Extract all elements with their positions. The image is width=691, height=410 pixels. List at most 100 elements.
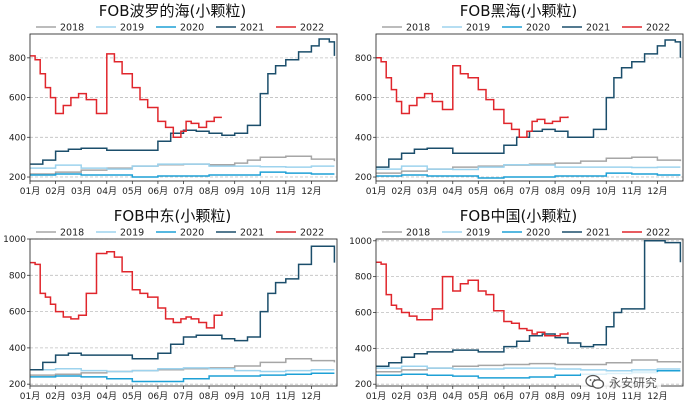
x-tick-label: 11月 [276, 186, 296, 197]
series-group [376, 39, 682, 179]
x-tick-label: 09月 [224, 391, 244, 402]
y-tick-label: 1000 [3, 235, 26, 245]
x-tick-label: 08月 [545, 391, 565, 402]
x-tick-label: 08月 [199, 186, 219, 197]
y-tick-label: 200 [355, 173, 372, 183]
watermark-text: 永安研究 [608, 375, 657, 390]
series-line-2019 [376, 163, 681, 171]
x-tick-label: 04月 [97, 391, 117, 402]
x-tick-label: 02月 [45, 391, 65, 402]
wechat-icon [585, 374, 605, 389]
x-tick-label: 01月 [366, 186, 386, 197]
legend-label-2020: 2020 [526, 23, 550, 34]
series-line-2019 [376, 365, 681, 372]
legend-label-2018: 2018 [406, 23, 430, 34]
y-tick-label: 400 [9, 344, 26, 354]
x-tick-label: 04月 [97, 186, 117, 197]
x-tick-label: 01月 [366, 391, 386, 402]
series-line-2021 [30, 38, 336, 165]
y-tick-label: 800 [9, 54, 26, 64]
y-tick-label: 600 [9, 308, 26, 318]
legend-label-2022: 2022 [646, 23, 670, 34]
x-tick-label: 10月 [250, 391, 270, 402]
x-tick-label: 04月 [443, 186, 463, 197]
x-tick-label: 03月 [71, 186, 91, 197]
y-tick-label: 400 [355, 344, 372, 354]
series-line-2022 [376, 261, 569, 337]
chart-svg: FOB中国(小颗粒) 2018 2019 2020 2021 2022 200 400 600 8… [349, 207, 684, 402]
x-tick-label: 07月 [173, 391, 193, 402]
series-group [30, 245, 336, 383]
legend: 2018 2019 2020 2021 2022 [36, 228, 324, 239]
x-tick-label: 12月 [301, 186, 321, 197]
x-tick-label: 05月 [122, 186, 142, 197]
legend: 2018 2019 2020 2021 2022 [382, 228, 670, 239]
y-tick-label: 800 [355, 54, 372, 64]
y-tick-label: 400 [355, 133, 372, 143]
x-tick-label: 02月 [391, 391, 411, 402]
legend-label-2020: 2020 [526, 228, 550, 239]
x-tick-label: 08月 [545, 186, 565, 197]
x-tick-label: 11月 [622, 186, 642, 197]
series-line-2019 [30, 367, 335, 373]
chart-panel-4: FOB中国(小颗粒) 2018 2019 2020 2021 2022 200 400 600 8… [346, 205, 691, 410]
x-tick-label: 09月 [570, 186, 590, 197]
y-tick-label: 400 [9, 133, 26, 143]
legend-label-2019: 2019 [120, 228, 144, 239]
x-tick-label: 09月 [224, 186, 244, 197]
chart-svg: FOB波罗的海(小颗粒) 2018 2019 2020 2021 2022 200 400 60… [9, 2, 338, 197]
x-tick-label: 05月 [122, 391, 142, 402]
x-tick-label: 03月 [417, 391, 437, 402]
legend-label-2021: 2021 [240, 23, 264, 34]
legend-label-2018: 2018 [60, 228, 84, 239]
legend-label-2022: 2022 [300, 23, 324, 34]
y-tick-label: 600 [9, 94, 26, 104]
x-tick-label: 06月 [494, 186, 514, 197]
x-tick-label: 01月 [20, 391, 40, 402]
legend-label-2019: 2019 [466, 23, 490, 34]
series-group [30, 38, 336, 178]
x-tick-label: 11月 [276, 391, 296, 402]
x-tick-label: 07月 [519, 186, 539, 197]
legend-label-2022: 2022 [300, 228, 324, 239]
x-tick-label: 02月 [45, 186, 65, 197]
x-tick-label: 12月 [647, 186, 667, 197]
x-tick-label: 03月 [71, 391, 91, 402]
chart-panel-2: FOB黑海(小颗粒) 2018 2019 2020 2021 2022 200 400 600 8… [346, 0, 691, 205]
y-tick-label: 200 [9, 380, 26, 390]
legend-label-2021: 2021 [240, 228, 264, 239]
chart-svg: FOB黑海(小颗粒) 2018 2019 2020 2021 2022 200 400 600 8… [355, 2, 684, 197]
series-line-2021 [376, 39, 682, 168]
x-tick-label: 07月 [173, 186, 193, 197]
legend-label-2019: 2019 [120, 23, 144, 34]
x-tick-label: 10月 [596, 391, 616, 402]
series-line-2020 [30, 372, 335, 383]
legend-label-2020: 2020 [180, 23, 204, 34]
chart-title: FOB中东(小颗粒) [114, 207, 231, 225]
x-tick-label: 03月 [417, 186, 437, 197]
x-tick-label: 12月 [301, 391, 321, 402]
legend-label-2019: 2019 [466, 228, 490, 239]
chart-title: FOB黑海(小颗粒) [460, 2, 577, 20]
chart-panel-1: FOB波罗的海(小颗粒) 2018 2019 2020 2021 2022 200 400 60… [0, 0, 345, 205]
legend-label-2018: 2018 [60, 23, 84, 34]
y-tick-label: 800 [9, 271, 26, 281]
legend-label-2021: 2021 [586, 228, 610, 239]
series-line-2022 [376, 57, 569, 139]
watermark: 永安研究 [580, 372, 661, 392]
x-tick-label: 10月 [250, 186, 270, 197]
x-tick-label: 08月 [199, 391, 219, 402]
x-tick-label: 11月 [622, 391, 642, 402]
plot-frame [29, 33, 338, 182]
chart-title: FOB波罗的海(小颗粒) [99, 2, 246, 20]
x-tick-label: 09月 [570, 391, 590, 402]
series-line-2018 [30, 358, 336, 376]
legend-label-2018: 2018 [406, 228, 430, 239]
chart-title: FOB中国(小颗粒) [460, 207, 577, 225]
legend-label-2021: 2021 [586, 23, 610, 34]
x-tick-label: 05月 [468, 391, 488, 402]
x-tick-label: 06月 [494, 391, 514, 402]
x-tick-label: 05月 [468, 186, 488, 197]
x-tick-label: 07月 [519, 391, 539, 402]
